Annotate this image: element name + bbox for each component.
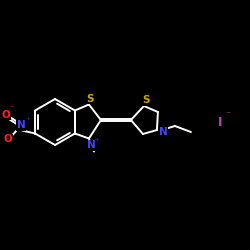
Text: ⁻: ⁻: [226, 110, 230, 120]
Text: O: O: [4, 134, 12, 144]
Text: S: S: [86, 94, 94, 104]
Text: I: I: [218, 116, 222, 128]
Text: ⁺: ⁺: [26, 118, 30, 124]
Text: N: N: [158, 127, 167, 137]
Text: S: S: [142, 95, 150, 105]
Text: ⁻: ⁻: [10, 103, 14, 112]
Text: N: N: [86, 140, 95, 150]
Text: N: N: [17, 120, 26, 130]
Text: ⁺: ⁺: [95, 137, 99, 146]
Text: O: O: [2, 110, 10, 120]
